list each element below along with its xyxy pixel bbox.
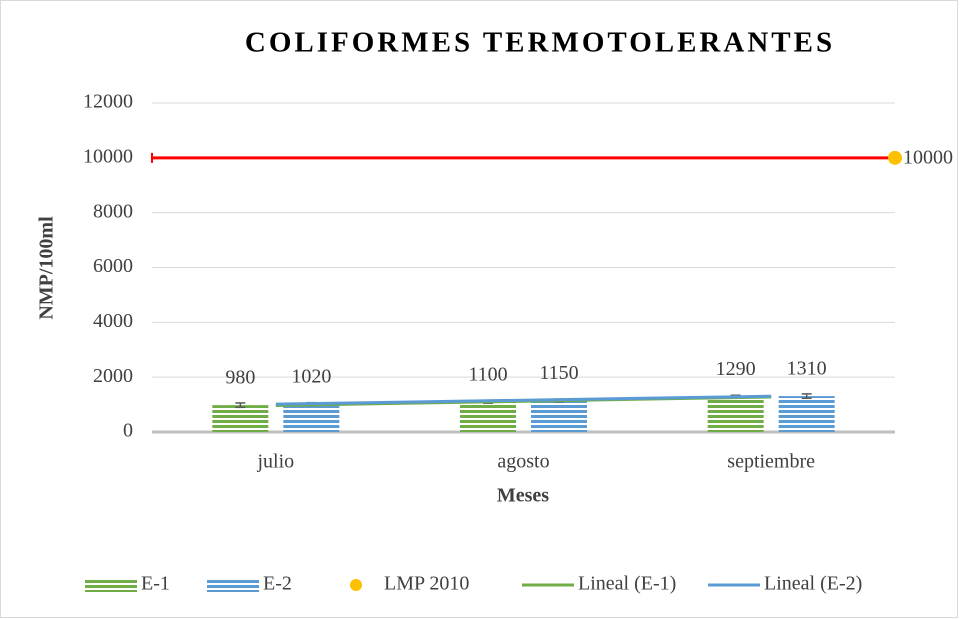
x-tick-label: septiembre [727, 451, 815, 473]
legend-swatch [85, 578, 137, 592]
data-label: 1290 [716, 358, 756, 380]
x-tick-label: julio [256, 451, 294, 473]
legend-label: LMP 2010 [384, 573, 469, 595]
chart-title: COLIFORMES TERMOTOLERANTES [245, 27, 835, 59]
bar [707, 396, 764, 432]
legend-swatch [207, 578, 259, 592]
y-tick-label: 6000 [93, 255, 133, 277]
legend-label: Lineal (E-2) [764, 573, 862, 595]
y-tick-label: 4000 [93, 310, 133, 332]
y-tick-label: 0 [123, 420, 133, 442]
y-tick-label: 2000 [93, 365, 133, 387]
bar [531, 400, 587, 432]
bar [778, 396, 835, 432]
limit-marker [888, 150, 902, 165]
bar [212, 405, 269, 432]
trend-line [275, 394, 772, 406]
legend-label: Lineal (E-1) [578, 573, 676, 595]
y-axis-title: NMP/100ml [36, 216, 58, 320]
limit-label: 10000 [903, 146, 953, 168]
bar [460, 401, 516, 432]
x-tick-label: agosto [497, 451, 549, 473]
bar [283, 404, 340, 432]
data-label: 1020 [291, 366, 331, 388]
y-tick-label: 12000 [83, 91, 133, 113]
data-label: 1100 [468, 363, 507, 385]
data-label: 1310 [787, 358, 827, 380]
legend-swatch [350, 579, 362, 591]
data-label: 1150 [539, 362, 578, 384]
y-tick-label: 10000 [83, 145, 133, 167]
legend-label: E-1 [141, 573, 170, 595]
y-tick-label: 8000 [93, 200, 133, 222]
x-axis-title: Meses [497, 485, 549, 507]
data-label: 980 [225, 367, 255, 389]
legend-label: E-2 [263, 573, 292, 595]
